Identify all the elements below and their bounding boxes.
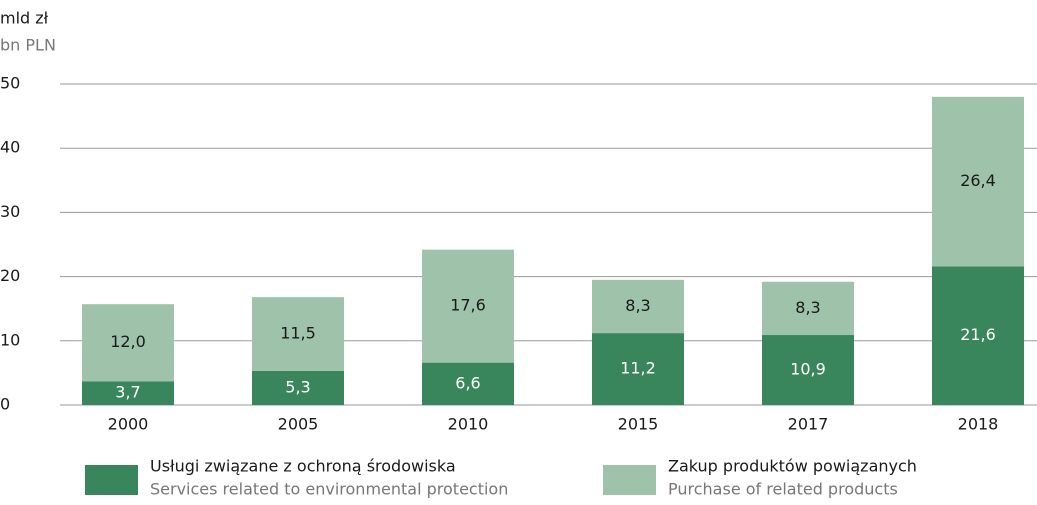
bar-segment — [82, 304, 174, 382]
data-label: 5,3 — [285, 377, 310, 396]
bar-segment — [82, 381, 174, 405]
bar-segment — [422, 362, 514, 405]
data-label: 11,2 — [620, 359, 656, 378]
y-tick-label: 20 — [0, 266, 20, 285]
y-axis-label: mld zł — [0, 9, 49, 28]
data-label: 6,6 — [455, 373, 480, 392]
legend-swatch — [85, 465, 138, 495]
data-label: 17,6 — [450, 296, 486, 315]
y-axis-label-secondary: bn PLN — [0, 36, 56, 55]
data-label: 21,6 — [960, 325, 996, 344]
x-tick-label: 2015 — [618, 415, 659, 434]
y-tick-label: 30 — [0, 202, 20, 221]
legend-label: Usługi związane z ochroną środowiska — [150, 457, 456, 476]
y-tick-label: 40 — [0, 138, 20, 157]
legend-swatch — [603, 465, 656, 495]
bar-segment — [762, 335, 854, 405]
data-label: 8,3 — [625, 296, 650, 315]
bar-segment — [592, 279, 684, 334]
x-tick-label: 2018 — [958, 415, 999, 434]
bar-segment — [592, 333, 684, 405]
y-tick-label: 0 — [0, 395, 10, 414]
data-label: 10,9 — [790, 360, 826, 379]
x-tick-label: 2017 — [788, 415, 829, 434]
x-tick-label: 2000 — [108, 415, 149, 434]
legend-sublabel: Services related to environmental protec… — [150, 480, 508, 499]
bar-segment — [252, 297, 344, 371]
data-label: 3,7 — [115, 383, 140, 402]
bar-segment — [762, 281, 854, 336]
x-tick-label: 2005 — [278, 415, 319, 434]
bar-segment — [252, 370, 344, 405]
bar-segment — [932, 96, 1024, 267]
data-label: 11,5 — [280, 324, 316, 343]
data-label: 26,4 — [960, 171, 996, 190]
y-tick-label: 10 — [0, 330, 20, 349]
bar-segment — [422, 249, 514, 363]
data-label: 8,3 — [795, 298, 820, 317]
legend-label: Zakup produktów powiązanych — [668, 457, 917, 476]
data-label: 12,0 — [110, 332, 146, 351]
x-tick-label: 2010 — [448, 415, 489, 434]
bar-segment — [932, 266, 1024, 405]
legend-sublabel: Purchase of related products — [668, 480, 898, 499]
y-tick-label: 50 — [0, 74, 20, 93]
